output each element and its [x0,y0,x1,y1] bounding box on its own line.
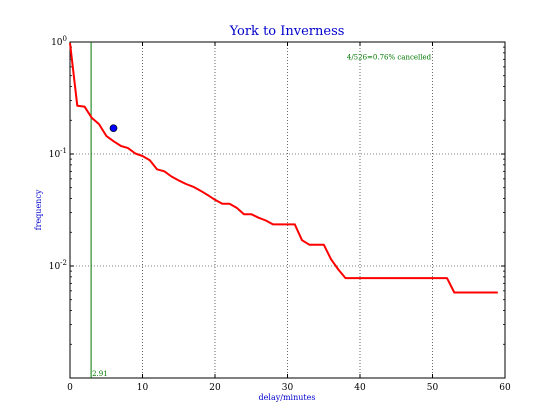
x-tick-label: 30 [282,383,294,393]
x-tick-label: 10 [137,383,149,393]
marker-point [109,124,118,133]
x-axis-label: delay/minutes [259,393,316,402]
y-axis-label: frequency [34,189,43,230]
x-axis: 0 10 20 30 40 50 60 [67,42,511,393]
x-tick-label: 60 [499,383,511,393]
threshold-layer: 2.91 [90,42,108,378]
y-axis: 100 10-1 10-2 [49,35,505,345]
y-tick-label: 10-2 [49,259,67,272]
y-tick-label: 100 [51,35,67,48]
delay-series-line [69,42,498,294]
series-layer [69,42,498,294]
threshold-label: 2.91 [92,370,108,378]
x-tick-label: 20 [209,383,221,393]
grid [70,42,505,378]
chart-title: York to Inverness [229,24,345,39]
marker-layer [109,124,118,133]
cancelled-annotation: 4/526=0.76% cancelled [347,53,432,61]
x-tick-label: 0 [67,383,73,393]
x-tick-label: 50 [427,383,439,393]
x-tick-label: 40 [354,383,366,393]
y-tick-label: 10-1 [49,147,67,160]
